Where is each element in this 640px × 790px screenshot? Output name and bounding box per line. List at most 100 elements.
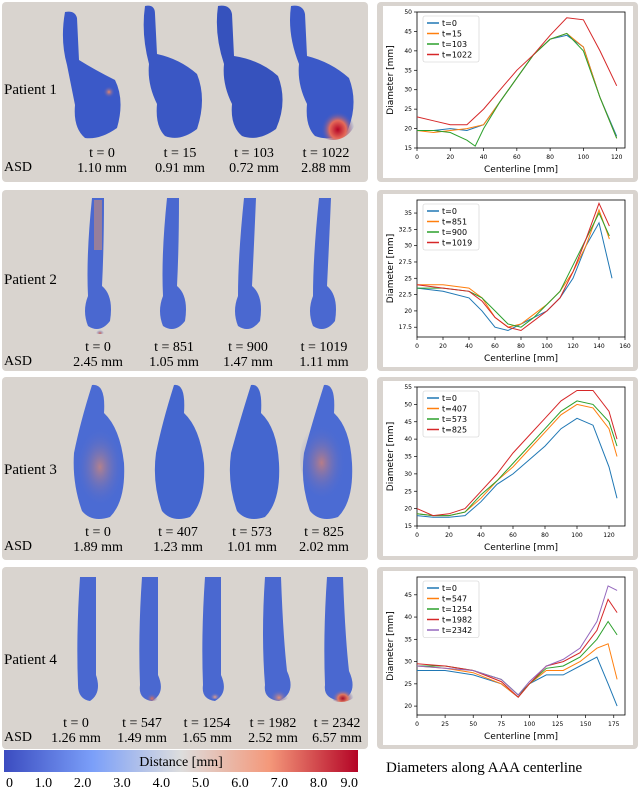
time-label: t = 0 bbox=[89, 146, 115, 161]
row4-render-panel bbox=[2, 567, 368, 749]
time-label: t = 0 bbox=[85, 525, 111, 540]
y-tick-label: 20 bbox=[404, 126, 412, 133]
vessel-render bbox=[300, 384, 353, 519]
time-label: t = 0 bbox=[85, 340, 111, 355]
patient-label: Patient 3 bbox=[4, 462, 57, 478]
vessel-render bbox=[85, 198, 111, 334]
vessel-render bbox=[160, 198, 186, 330]
x-tick-label: 120 bbox=[567, 343, 579, 350]
time-label: t = 0 bbox=[63, 716, 89, 731]
y-tick-label: 25 bbox=[404, 681, 412, 688]
time-label: t = 2342 bbox=[313, 716, 361, 731]
y-tick-label: 40 bbox=[404, 614, 412, 621]
x-tick-label: 20 bbox=[439, 343, 447, 350]
y-tick-label: 35 bbox=[404, 210, 412, 217]
vessel-render bbox=[62, 11, 121, 139]
time-label: t = 900 bbox=[228, 340, 268, 355]
series-line-t=2342 bbox=[416, 585, 618, 696]
legend-entry: t=547 bbox=[442, 595, 467, 604]
x-tick-label: 40 bbox=[480, 154, 488, 161]
vessel-render bbox=[323, 577, 359, 702]
colorbar-tick-label: 1.0 bbox=[35, 776, 53, 790]
x-tick-label: 40 bbox=[465, 343, 473, 350]
vessel-render bbox=[77, 577, 98, 701]
vessel-render bbox=[310, 198, 336, 330]
colorbar-tick-label: 2.0 bbox=[74, 776, 92, 790]
colorbar-gradient bbox=[4, 750, 358, 772]
x-tick-label: 60 bbox=[513, 154, 521, 161]
colorbar-tick-label: 0 bbox=[6, 776, 13, 790]
x-tick-label: 140 bbox=[593, 343, 605, 350]
legend-box bbox=[422, 390, 480, 438]
colorbar-tick-label: 3.0 bbox=[113, 776, 131, 790]
colorbar-tick-label: 7.0 bbox=[271, 776, 289, 790]
x-tick-label: 40 bbox=[477, 532, 485, 539]
vessel-render bbox=[202, 577, 227, 701]
caption: Diameters along AAA centerline bbox=[386, 760, 583, 776]
colorbar-tick-label: 4.0 bbox=[153, 776, 171, 790]
y-tick-label: 40 bbox=[404, 48, 412, 55]
legend-entry: t=0 bbox=[442, 207, 457, 216]
series-line-t=851 bbox=[417, 208, 610, 328]
x-tick-label: 80 bbox=[517, 343, 525, 350]
legend-entry: t=900 bbox=[442, 228, 467, 237]
row2-render-panel bbox=[2, 190, 368, 371]
time-label: t = 573 bbox=[232, 525, 272, 540]
legend-entry: t=0 bbox=[442, 19, 457, 28]
legend-entry: t=573 bbox=[442, 415, 467, 424]
y-tick-label: 30 bbox=[404, 659, 412, 666]
diameter-chart-patient-3: 0 20 40 60 80 100 120 15 20 25 30 35 40 45 50 55 Centerl… bbox=[383, 381, 633, 556]
diameter-chart-patient-4: 0 25 50 75 100 125 150 175 20 25 30 35 40 45 Centerlin… bbox=[383, 571, 633, 745]
series-line-t=547 bbox=[416, 643, 618, 698]
time-label: t = 547 bbox=[122, 716, 162, 731]
time-label: t = 851 bbox=[154, 340, 194, 355]
time-label: t = 15 bbox=[163, 146, 197, 161]
time-label: t = 1022 bbox=[302, 146, 350, 161]
asd-value: 1.47 mm bbox=[223, 355, 273, 370]
legend-entry: t=0 bbox=[442, 584, 457, 593]
colorbar-tick-label: 8.0 bbox=[310, 776, 328, 790]
y-tick-label: 15 bbox=[404, 145, 412, 152]
asd-label: ASD bbox=[4, 160, 33, 175]
time-label: t = 407 bbox=[158, 525, 198, 540]
vessel-render bbox=[263, 577, 295, 701]
y-axis-label: Diameter [mm] bbox=[386, 611, 396, 680]
asd-value: 0.91 mm bbox=[155, 161, 205, 176]
vessel-render bbox=[154, 384, 205, 519]
y-tick-label: 45 bbox=[404, 28, 412, 35]
asd-value: 2.88 mm bbox=[301, 161, 351, 176]
x-tick-label: 80 bbox=[541, 532, 549, 539]
asd-label: ASD bbox=[4, 539, 33, 554]
time-label: t = 103 bbox=[234, 146, 274, 161]
asd-value: 1.11 mm bbox=[299, 355, 349, 370]
x-tick-label: 160 bbox=[619, 343, 631, 350]
legend-entry: t=1022 bbox=[442, 51, 472, 60]
y-tick-label: 27.5 bbox=[399, 259, 413, 266]
legend-entry: t=825 bbox=[442, 426, 467, 435]
y-tick-label: 20 bbox=[404, 506, 412, 513]
asd-value: 1.23 mm bbox=[153, 540, 203, 555]
x-axis-label: Centerline [mm] bbox=[484, 543, 558, 553]
series-line-t=0 bbox=[417, 656, 618, 707]
vessel-render bbox=[216, 5, 283, 138]
colorbar-title: Distance [mm] bbox=[139, 755, 223, 770]
series-line-t=0 bbox=[416, 417, 618, 518]
y-tick-label: 22.5 bbox=[399, 292, 413, 299]
y-axis-label: Diameter [mm] bbox=[386, 45, 396, 114]
x-tick-label: 60 bbox=[509, 532, 517, 539]
legend-entry: t=103 bbox=[442, 40, 467, 49]
plot-frame bbox=[416, 576, 626, 716]
colorbar-tick-label: 6.0 bbox=[231, 776, 249, 790]
plot-frame bbox=[416, 11, 626, 149]
legend-box bbox=[422, 203, 480, 251]
series-line-t=1019 bbox=[416, 201, 610, 332]
x-tick-label: 100 bbox=[541, 343, 553, 350]
x-tick-label: 175 bbox=[608, 721, 620, 728]
y-tick-label: 25 bbox=[404, 106, 412, 113]
legend-entry: t=1019 bbox=[442, 239, 472, 248]
time-label: t = 1982 bbox=[249, 716, 297, 731]
patient-label: Patient 4 bbox=[4, 652, 57, 668]
y-tick-label: 30 bbox=[404, 471, 412, 478]
legend-box bbox=[422, 580, 480, 638]
